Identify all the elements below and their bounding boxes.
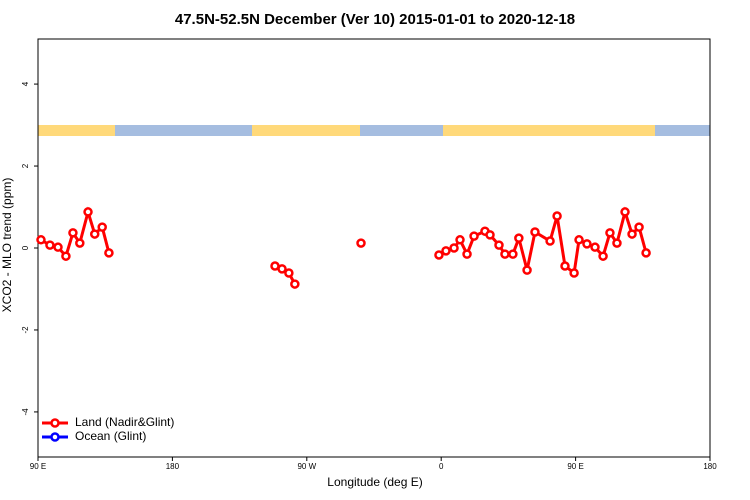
x-tick-label: 90 E — [30, 462, 46, 471]
point — [569, 268, 579, 278]
x-tick-label: 90 E — [567, 462, 583, 471]
point — [514, 233, 524, 243]
point — [530, 227, 540, 237]
point — [508, 249, 518, 259]
point — [89, 229, 100, 239]
y-axis-label: XCO2 - MLO trend (ppm) — [0, 178, 14, 313]
point — [277, 264, 287, 274]
legend-marker — [50, 432, 60, 442]
point — [75, 238, 85, 248]
y-tick-label: 0 — [21, 245, 30, 250]
point — [290, 279, 300, 289]
point — [485, 230, 495, 240]
point — [598, 251, 608, 261]
x-axis-label: Longitude (deg E) — [327, 475, 422, 489]
point — [83, 207, 93, 217]
point — [45, 240, 55, 250]
point — [53, 242, 63, 252]
y-tick-label: 4 — [21, 81, 30, 86]
point — [36, 235, 46, 245]
point — [61, 251, 71, 261]
x-tick-label: 0 — [439, 462, 444, 471]
x-tick-label: 180 — [166, 462, 180, 471]
point — [574, 235, 584, 245]
legend-label: Land (Nadir&Glint) — [75, 415, 174, 429]
point — [449, 243, 459, 253]
point — [641, 248, 651, 258]
point — [441, 246, 451, 256]
point — [590, 242, 600, 252]
point — [500, 249, 510, 259]
point — [434, 250, 444, 260]
point — [494, 240, 504, 250]
legend-marker — [50, 418, 60, 428]
point — [634, 222, 644, 232]
point — [356, 238, 366, 248]
point — [552, 211, 562, 221]
legend-label: Ocean (Glint) — [75, 429, 146, 443]
point — [620, 207, 630, 217]
y-tick-label: -2 — [21, 326, 30, 334]
chart-title: 47.5N-52.5N December (Ver 10) 2015-01-01… — [175, 11, 575, 28]
point — [284, 268, 294, 278]
point — [582, 239, 592, 249]
point — [522, 265, 532, 275]
point — [469, 231, 479, 241]
point — [545, 236, 555, 246]
y-tick-label: -4 — [21, 408, 30, 416]
plot-frame — [37, 38, 711, 458]
x-tick-label: 90 W — [297, 462, 316, 471]
series-line — [40, 206, 648, 285]
point — [104, 248, 114, 258]
land-ocean-band — [38, 125, 710, 136]
point — [612, 238, 622, 248]
point — [560, 261, 570, 271]
point — [462, 249, 472, 259]
point — [68, 228, 78, 238]
point — [97, 222, 107, 232]
y-tick-label: 2 — [21, 163, 30, 168]
point — [605, 228, 615, 238]
point — [455, 235, 465, 245]
point — [627, 229, 637, 239]
x-tick-label: 180 — [703, 462, 717, 471]
